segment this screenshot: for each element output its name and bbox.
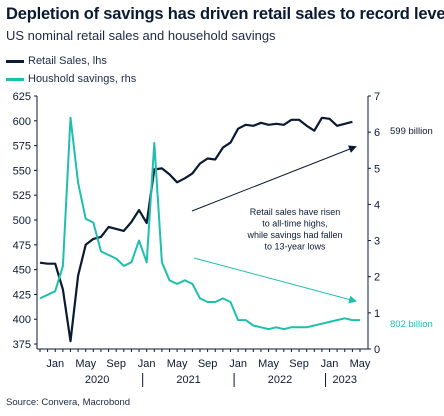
y-left-tick-label: 625 xyxy=(13,91,31,103)
x-year-label: 2022 xyxy=(268,374,292,386)
y-left-tick-label: 475 xyxy=(13,240,31,252)
y-left-tick-label: 400 xyxy=(13,314,31,326)
x-year-label: 2020 xyxy=(85,374,109,386)
y-left-tick-label: 375 xyxy=(13,339,31,351)
trend-arrow-savings xyxy=(193,257,357,304)
x-tick-label: May xyxy=(350,358,371,370)
x-tick-label: May xyxy=(167,358,188,370)
y-right-tick-label: 2 xyxy=(374,272,380,284)
y-right-tick-label: 1 xyxy=(374,308,380,320)
x-tick-label: May xyxy=(75,358,96,370)
series-line-retail xyxy=(39,116,353,343)
y-right-tick-label: 3 xyxy=(374,236,380,248)
y-left-tick-label: 525 xyxy=(13,190,31,202)
y-right-tick-label: 7 xyxy=(374,91,380,103)
legend-label-retail: Retail Sales, lhs xyxy=(28,55,107,67)
x-tick-label: Sep xyxy=(106,358,126,370)
y-left-tick-label: 600 xyxy=(13,116,31,128)
annotation-line: to all-time highs, xyxy=(262,219,328,229)
series-line-savings xyxy=(39,116,360,331)
x-tick-label: Jan xyxy=(321,358,339,370)
end-label-retail: 599 billion xyxy=(390,126,433,137)
legend-swatch-savings xyxy=(6,77,24,81)
legend: Retail Sales, lhs Houshold savings, rhs xyxy=(6,52,136,88)
x-tick-label: May xyxy=(258,358,279,370)
legend-swatch-retail xyxy=(6,59,24,63)
y-right-tick-label: 5 xyxy=(374,163,380,175)
chart-title: Depletion of savings has driven retail s… xyxy=(6,5,444,23)
y-left-tick-label: 425 xyxy=(13,289,31,301)
chart-subtitle: US nominal retail sales and household sa… xyxy=(6,28,276,43)
annotation-line: to 13-year lows xyxy=(264,242,326,252)
x-tick-label: Sep xyxy=(289,358,309,370)
y-left-tick-label: 450 xyxy=(13,265,31,277)
source-note: Source: Convera, Macrobond xyxy=(6,397,131,408)
y-left-tick-label: 500 xyxy=(13,215,31,227)
y-left-tick-label: 575 xyxy=(13,141,31,153)
x-tick-label: Jan xyxy=(229,358,247,370)
y-right-tick-label: 0 xyxy=(374,344,380,356)
chart-svg: 375 400 425 450 475 500 525 550 575 600 625 0 1 2 3 4 5 6… xyxy=(13,91,433,387)
y-right-tick-label: 6 xyxy=(374,127,380,139)
x-year-label: 2021 xyxy=(176,374,200,386)
annotation-line: Retail sales have risen xyxy=(250,207,341,217)
x-year-label: 2023 xyxy=(333,374,357,386)
trend-arrow-retail xyxy=(191,145,357,212)
y-left-tick-label: 550 xyxy=(13,165,31,177)
legend-item-savings: Houshold savings, rhs xyxy=(6,70,136,88)
end-label-savings: 802 billion xyxy=(390,319,433,330)
x-tick-label: Sep xyxy=(198,358,218,370)
x-tick-label: Jan xyxy=(46,358,64,370)
annotation-line: while savings had fallen xyxy=(246,230,342,240)
y-right-tick-label: 4 xyxy=(374,199,380,211)
x-tick-label: Jan xyxy=(138,358,156,370)
legend-item-retail: Retail Sales, lhs xyxy=(6,52,136,70)
legend-label-savings: Houshold savings, rhs xyxy=(28,73,137,85)
